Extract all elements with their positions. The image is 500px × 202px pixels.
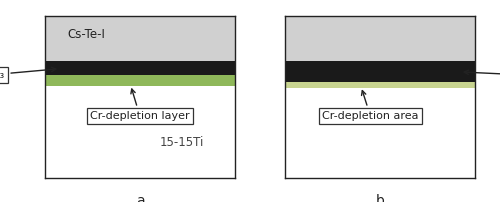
Text: Cr₂Te₃: Cr₂Te₃ <box>0 67 56 80</box>
Bar <box>45 86 235 178</box>
Text: 15-15Ti: 15-15Ti <box>160 136 204 149</box>
Text: b: b <box>376 194 384 202</box>
Text: Cr-depletion layer: Cr-depletion layer <box>90 89 190 121</box>
Bar <box>285 82 475 88</box>
Text: Cs-Te-I: Cs-Te-I <box>68 28 106 41</box>
Bar <box>45 75 235 86</box>
Bar <box>285 16 475 61</box>
Text: Cr-depletion area: Cr-depletion area <box>322 90 419 121</box>
Text: CrTe: CrTe <box>464 70 500 80</box>
Bar <box>285 61 475 82</box>
Bar <box>45 61 235 75</box>
Text: a: a <box>136 194 144 202</box>
Bar <box>45 16 235 61</box>
Bar <box>285 88 475 178</box>
